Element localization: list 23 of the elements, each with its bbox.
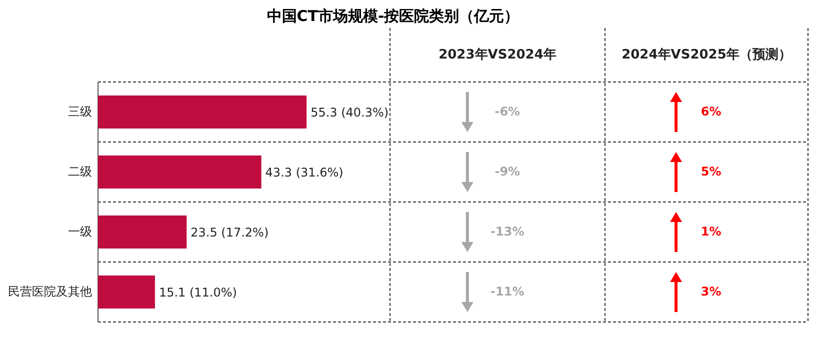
text: -9% [494, 164, 520, 178]
text: 3% [700, 284, 722, 298]
text: 中国CT市场规模-按医院类别（亿元） [266, 7, 520, 26]
text: -11% [490, 284, 524, 298]
y-tick-label: 三级 [68, 104, 92, 118]
data-label: 15.1 (11.0%) [158, 285, 237, 300]
data-label: 55.3 (40.3%) [310, 105, 389, 120]
text: -6% [494, 104, 520, 118]
y-tick-label: 二级 [68, 164, 92, 178]
text: 2024年VS2025年（预测） [622, 48, 792, 63]
bar [98, 96, 307, 128]
text: 1% [700, 224, 722, 238]
text: 6% [700, 104, 722, 118]
bar [98, 156, 262, 188]
bar [98, 216, 187, 248]
data-label: 23.5 (17.2%) [190, 225, 269, 240]
y-tick-label: 民营医院及其他 [8, 284, 92, 298]
y-tick-label: 一级 [68, 224, 92, 238]
text: -13% [490, 224, 524, 238]
bar [98, 276, 155, 308]
text: 5% [700, 164, 722, 178]
data-label: 43.3 (31.6%) [265, 165, 344, 180]
text: 2023年VS2024年 [438, 48, 556, 63]
